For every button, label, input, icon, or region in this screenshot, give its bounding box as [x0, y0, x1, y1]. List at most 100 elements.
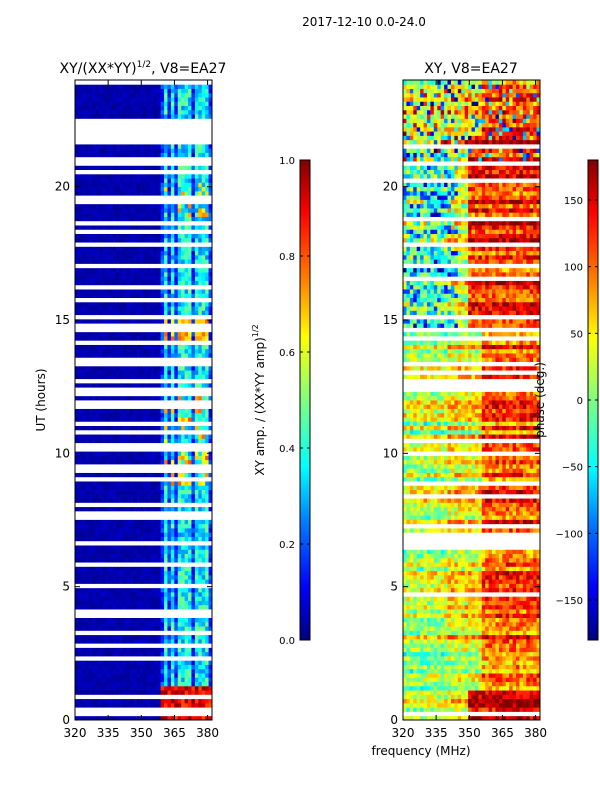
amplitude-cell — [177, 574, 182, 580]
amplitude-cell — [112, 425, 117, 431]
amplitude-cell — [81, 361, 86, 367]
amplitude-cell — [116, 498, 120, 503]
amplitude-cell — [133, 195, 138, 200]
amplitude-cell — [88, 519, 93, 525]
amplitude-cell — [153, 476, 158, 482]
amplitude-cell — [109, 340, 114, 345]
amplitude-cell — [112, 498, 117, 503]
amplitude-cell — [140, 638, 144, 644]
amplitude-cell — [95, 553, 100, 559]
amplitude-cell — [164, 707, 168, 712]
amplitude-cell — [177, 621, 182, 627]
amplitude-cell — [143, 515, 148, 520]
amplitude-cell — [143, 421, 148, 426]
amplitude-cell — [112, 237, 117, 243]
amplitude-cell — [191, 276, 196, 281]
amplitude-cell — [75, 455, 79, 461]
amplitude-cell — [146, 318, 151, 324]
amplitude-cell — [198, 579, 203, 584]
amplitude-cell — [109, 468, 114, 473]
amplitude-cell — [150, 382, 155, 388]
amplitude-cell — [105, 600, 110, 606]
amplitude-cell — [188, 694, 192, 700]
amplitude-cell — [85, 472, 90, 478]
amplitude-cell — [122, 408, 127, 414]
amplitude-cell — [157, 297, 162, 303]
amplitude-cell — [188, 421, 192, 426]
amplitude-cell — [208, 664, 212, 670]
amplitude-cell — [129, 344, 134, 350]
amplitude-cell — [116, 472, 120, 478]
amplitude-cell — [105, 617, 110, 623]
amplitude-cell — [88, 553, 93, 559]
amplitude-cell — [75, 698, 79, 704]
amplitude-cell — [119, 229, 124, 234]
amplitude-cell — [150, 664, 155, 670]
amplitude-cell — [170, 327, 175, 333]
amplitude-cell — [184, 425, 189, 431]
amplitude-cell — [150, 677, 155, 682]
amplitude-cell — [170, 250, 175, 256]
amplitude-cell — [181, 280, 185, 286]
amplitude-cell — [153, 455, 158, 461]
amplitude-cell — [143, 489, 148, 495]
amplitude-cell — [170, 464, 175, 469]
amplitude-cell — [109, 438, 114, 444]
amplitude-cell — [177, 557, 182, 563]
amplitude-cell — [112, 306, 117, 311]
amplitude-cell — [126, 267, 131, 273]
amplitude-cell — [116, 468, 120, 473]
amplitude-cell — [167, 570, 172, 576]
amplitude-cell — [174, 698, 179, 704]
amplitude-cell — [191, 336, 196, 341]
amplitude-cell — [95, 195, 100, 200]
amplitude-cell — [184, 378, 189, 384]
amplitude-cell — [75, 344, 79, 350]
amplitude-cell — [205, 284, 209, 290]
amplitude-cell — [167, 545, 172, 550]
amplitude-cell — [116, 254, 120, 260]
amplitude-cell — [95, 340, 100, 345]
amplitude-cell — [188, 489, 192, 495]
amplitude-cell — [119, 673, 124, 678]
amplitude-cell — [184, 523, 189, 529]
amplitude-cell — [92, 690, 96, 695]
amplitude-cell — [153, 267, 158, 273]
amplitude-cell — [109, 225, 114, 230]
amplitude-cell — [81, 280, 86, 286]
amplitude-cell — [102, 267, 107, 273]
amplitude-cell — [146, 254, 151, 260]
amplitude-cell — [170, 425, 175, 431]
amplitude-cell — [184, 583, 189, 589]
amplitude-cell — [109, 557, 114, 563]
amplitude-cell — [146, 429, 151, 435]
amplitude-cell — [150, 400, 155, 405]
amplitude-cell — [98, 340, 103, 345]
amplitude-cell — [205, 630, 209, 636]
amplitude-cell — [167, 225, 172, 230]
amplitude-cell — [150, 446, 155, 452]
amplitude-cell — [164, 417, 168, 422]
amplitude-cell — [75, 459, 79, 465]
amplitude-cell — [102, 400, 107, 405]
amplitude-cell — [140, 284, 144, 290]
amplitude-cell — [181, 412, 185, 418]
amplitude-cell — [198, 254, 203, 260]
amplitude-cell — [177, 340, 182, 345]
amplitude-cell — [116, 408, 120, 414]
amplitude-cell — [129, 314, 134, 320]
amplitude-cell — [85, 190, 90, 196]
amplitude-cell — [164, 455, 168, 461]
amplitude-cell — [181, 553, 185, 559]
amplitude-cell — [201, 570, 206, 576]
amplitude-cell — [198, 331, 203, 337]
amplitude-cell — [133, 664, 138, 670]
amplitude-cell — [92, 417, 96, 422]
amplitude-cell — [194, 540, 199, 546]
amplitude-cell — [126, 331, 131, 337]
amplitude-cell — [92, 464, 96, 469]
amplitude-cell — [122, 357, 127, 362]
amplitude-cell — [201, 506, 206, 512]
amplitude-cell — [140, 694, 144, 700]
amplitude-cell — [208, 340, 212, 345]
